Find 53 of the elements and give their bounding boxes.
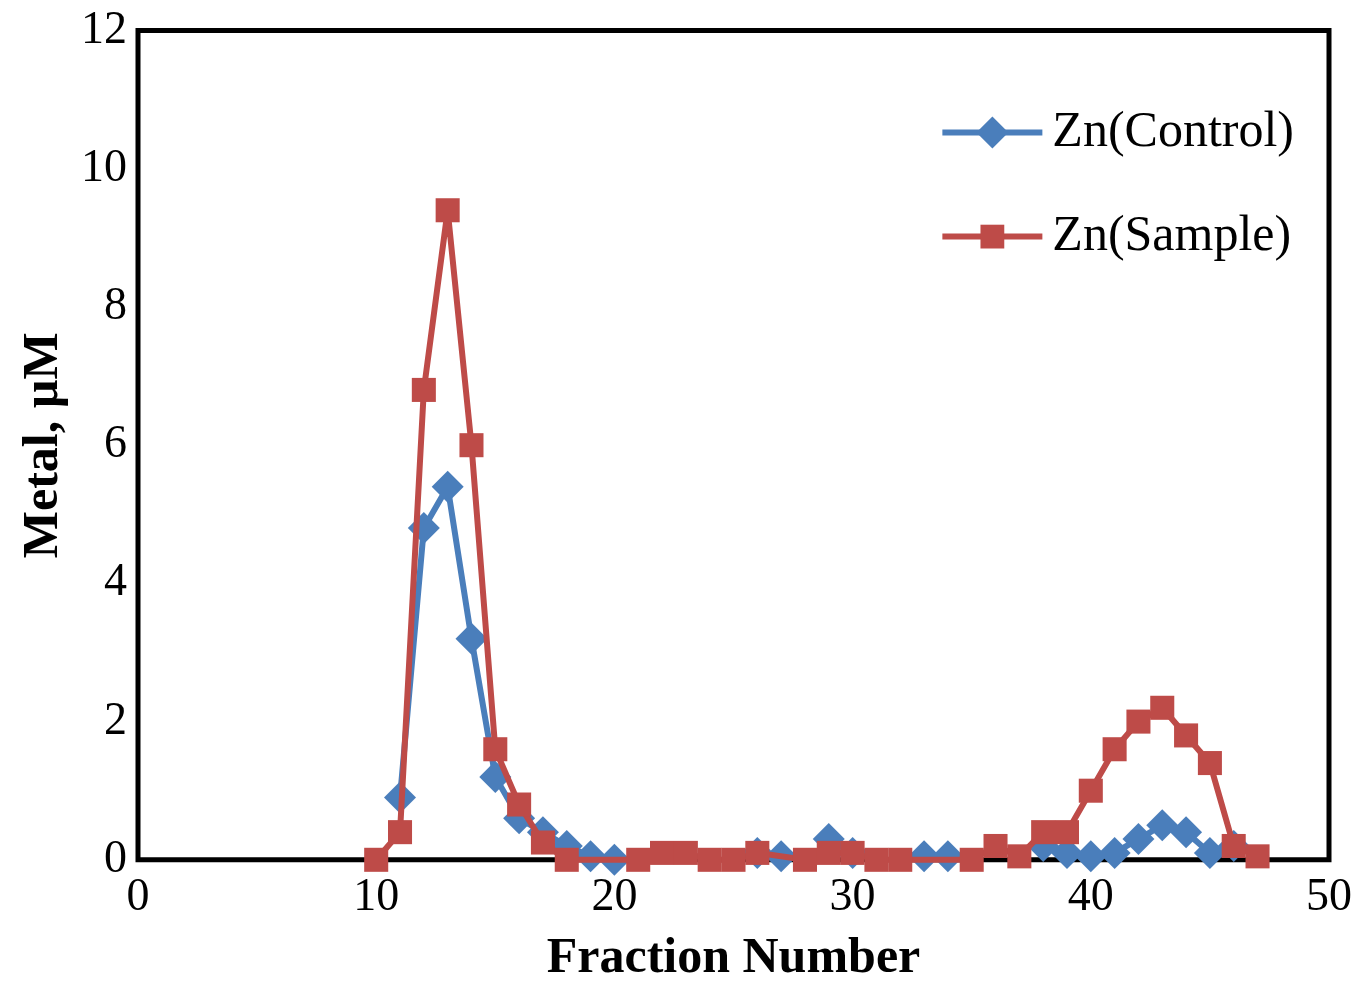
point — [1126, 709, 1151, 734]
y-tick-label: 2 — [104, 692, 127, 744]
y-tick-label: 6 — [104, 416, 127, 468]
point — [1098, 836, 1131, 869]
point — [840, 840, 865, 865]
y-axis-title: Metal, µM — [11, 332, 68, 559]
x-tick-label: 50 — [1306, 869, 1352, 921]
point — [483, 737, 508, 762]
point — [1197, 751, 1222, 776]
point — [1170, 816, 1203, 849]
point — [459, 433, 484, 458]
y-tick-label: 4 — [104, 554, 127, 606]
point — [1031, 820, 1056, 845]
point — [983, 833, 1008, 858]
point — [1245, 844, 1270, 869]
y-tick-label: 0 — [104, 830, 127, 882]
y-tick-label: 12 — [81, 1, 127, 53]
x-tick-label: 10 — [353, 869, 400, 921]
y-tick-label: 10 — [81, 139, 127, 191]
point — [721, 847, 746, 872]
point — [816, 840, 841, 865]
point — [792, 847, 817, 872]
x-tick-label: 40 — [1067, 869, 1114, 921]
point — [626, 847, 651, 872]
point — [697, 847, 722, 872]
point — [364, 847, 389, 872]
point — [507, 792, 532, 817]
point — [411, 377, 436, 402]
point — [1078, 778, 1103, 803]
y-tick-label: 8 — [104, 278, 127, 330]
point — [554, 847, 579, 872]
point — [435, 198, 460, 223]
point — [1102, 737, 1127, 762]
point — [388, 820, 413, 845]
point — [1150, 695, 1175, 720]
point — [650, 840, 675, 865]
point — [530, 830, 555, 855]
point — [673, 840, 698, 865]
x-axis-title: Fraction Number — [546, 926, 921, 983]
point — [959, 847, 984, 872]
point — [1007, 844, 1032, 869]
point — [1122, 823, 1155, 856]
point — [888, 847, 913, 872]
point — [1146, 809, 1179, 842]
point — [1174, 723, 1199, 748]
point — [1054, 820, 1079, 845]
point — [864, 847, 889, 872]
legend-label: Zn(Sample) — [1052, 204, 1292, 261]
x-tick-label: 30 — [829, 869, 876, 921]
point — [431, 470, 464, 503]
legend-label: Zn(Control) — [1052, 100, 1295, 157]
point — [1074, 840, 1107, 873]
x-tick-label: 20 — [591, 869, 638, 921]
